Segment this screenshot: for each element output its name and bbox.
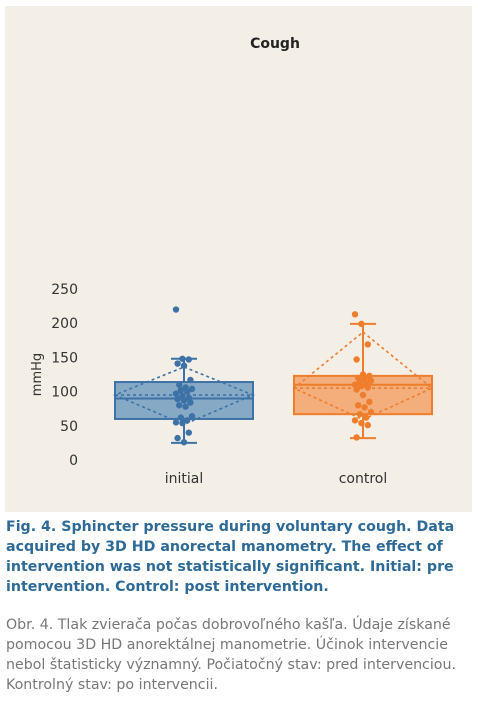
data-point-initial xyxy=(184,388,191,395)
figure-panel: Cough mmHg 0 50 100 150 200 250 initial control xyxy=(5,6,472,512)
data-point-initial xyxy=(184,417,191,424)
chart-title: Cough xyxy=(250,36,300,52)
mean-diamond-initial xyxy=(112,366,256,426)
caption-slovak: Obr. 4. Tlak zvierača počas dobrovoľného… xyxy=(6,617,456,693)
y-tick-label: 200 xyxy=(51,316,78,332)
data-point-initial xyxy=(187,376,194,384)
data-point-control xyxy=(359,391,367,399)
data-point-initial xyxy=(180,439,188,446)
data-point-initial xyxy=(187,399,194,406)
y-tick-label: 150 xyxy=(51,350,78,366)
caption-english: Fig. 4. Sphincter pressure during volunt… xyxy=(6,519,455,595)
data-point-control xyxy=(355,402,362,409)
data-point-control xyxy=(351,311,359,318)
data-point-initial xyxy=(180,362,188,369)
data-point-control xyxy=(353,386,360,393)
data-point-initial xyxy=(176,381,183,388)
data-point-initial xyxy=(176,402,183,409)
data-point-initial xyxy=(188,413,196,420)
y-tick-label: 50 xyxy=(60,419,78,435)
y-axis-label: mmHg xyxy=(30,353,45,396)
data-point-control xyxy=(367,377,375,384)
data-point-control xyxy=(351,417,359,424)
data-point-control xyxy=(363,414,370,421)
y-tick-label: 0 xyxy=(69,453,78,469)
data-point-control xyxy=(361,404,368,411)
data-point-initial xyxy=(174,360,181,367)
data-point-control xyxy=(358,382,365,390)
y-tick-label: 100 xyxy=(51,385,78,401)
data-point-initial xyxy=(185,356,192,363)
data-point-control xyxy=(364,421,371,429)
data-point-control xyxy=(366,398,373,406)
mean-diamond-control xyxy=(292,331,434,421)
data-point-initial xyxy=(177,414,184,421)
data-point-control xyxy=(358,320,365,328)
data-point-initial xyxy=(182,403,189,410)
data-point-control xyxy=(358,419,365,427)
data-point-initial xyxy=(179,355,186,362)
data-point-initial xyxy=(172,419,180,426)
y-tick-label: 250 xyxy=(51,282,78,298)
data-point-control xyxy=(353,356,360,363)
data-point-control xyxy=(353,434,360,441)
x-tick-label: initial xyxy=(165,471,204,487)
data-point-control xyxy=(364,341,371,348)
data-point-initial xyxy=(177,387,184,394)
x-tick-label: control xyxy=(339,471,388,487)
box-plot-chart: Cough mmHg 0 50 100 150 200 250 initial control xyxy=(30,36,434,487)
data-point-initial xyxy=(185,429,192,436)
data-point-control xyxy=(367,408,375,416)
data-point-control xyxy=(364,384,371,391)
data-point-initial xyxy=(174,434,181,442)
data-point-initial xyxy=(172,390,180,397)
data-point-initial xyxy=(172,306,180,313)
data-point-initial xyxy=(180,397,188,404)
data-point-initial xyxy=(174,395,181,403)
data-point-initial xyxy=(179,419,186,427)
data-point-control xyxy=(356,410,363,418)
data-point-initial xyxy=(188,385,196,393)
